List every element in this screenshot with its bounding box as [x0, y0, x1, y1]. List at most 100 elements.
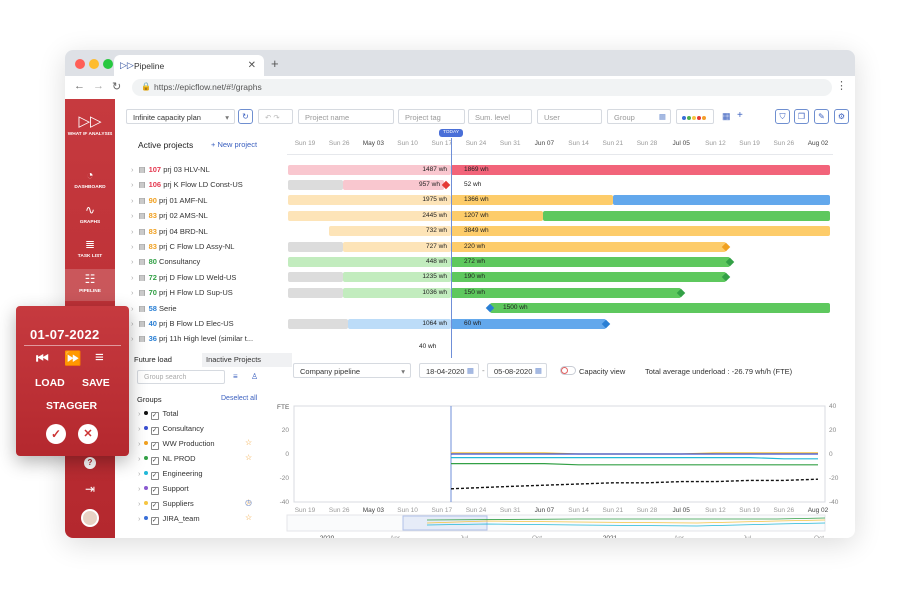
star-icon[interactable]: ☆	[245, 453, 253, 462]
avatar[interactable]	[81, 509, 99, 527]
gantt-bar-future[interactable]	[451, 226, 830, 237]
pipeline-select[interactable]: Company pipeline ▾	[293, 363, 411, 378]
maximize-window-button[interactable]	[103, 59, 113, 69]
new-tab-button[interactable]: +	[271, 56, 279, 71]
gantt-bar-future[interactable]	[451, 195, 613, 206]
add-icon[interactable]: +	[737, 110, 743, 121]
chevron-right-icon[interactable]: ›	[131, 272, 134, 282]
back-icon[interactable]: ←	[74, 80, 85, 92]
chevron-right-icon[interactable]: ›	[138, 454, 141, 463]
cancel-button[interactable]: ✕	[78, 424, 98, 444]
project-row[interactable]: › ▤ 90 prj 01 AMF-NL	[131, 193, 207, 208]
project-row[interactable]: › ▤ 83 prj 04 BRD-NL	[131, 224, 208, 239]
gantt-bar-past[interactable]	[343, 272, 451, 283]
filter-button[interactable]: ⛉	[775, 109, 790, 124]
settings-button[interactable]: ⚙	[834, 109, 849, 124]
logout-icon[interactable]: ⇥	[84, 482, 96, 496]
help-icon[interactable]: ?	[65, 457, 115, 471]
group-row[interactable]: › ✓ NL PROD	[138, 454, 196, 465]
gantt-bar-future[interactable]	[451, 164, 830, 175]
sidebar-item-pipeline[interactable]: ☷ PIPELINE	[65, 269, 115, 301]
fast-forward-icon[interactable]: ⏩	[64, 350, 82, 366]
chevron-right-icon[interactable]: ›	[138, 424, 141, 433]
star-icon[interactable]: ☆	[245, 513, 253, 522]
minimize-window-button[interactable]	[89, 59, 99, 69]
capacity-view-toggle[interactable]	[560, 366, 576, 375]
chevron-right-icon[interactable]: ›	[138, 484, 141, 493]
project-row[interactable]: › ▤ 80 Consultancy	[131, 254, 200, 269]
chevron-right-icon[interactable]: ›	[138, 514, 141, 523]
group-checkbox[interactable]: ✓	[150, 472, 159, 480]
project-row[interactable]: › ▤ 106 prj K Flow LD Const-US	[131, 177, 243, 192]
confirm-button[interactable]: ✓	[46, 424, 66, 444]
copy-button[interactable]: ❐	[794, 109, 809, 124]
gantt-bar-past[interactable]	[329, 226, 451, 237]
chevron-right-icon[interactable]: ›	[138, 409, 141, 418]
chevron-right-icon[interactable]: ›	[138, 469, 141, 478]
stagger-button[interactable]: STAGGER	[46, 400, 98, 412]
calendar-icon[interactable]: ▦	[722, 111, 731, 121]
date-to-input[interactable]: 05-08-2020 ▦	[487, 363, 547, 378]
gantt-bar-future[interactable]	[543, 210, 830, 221]
sort-icon[interactable]: ≡	[233, 372, 238, 381]
group-row[interactable]: › ✓ Consultancy	[138, 424, 204, 435]
chevron-right-icon[interactable]: ›	[131, 334, 134, 344]
tab-inactive-projects[interactable]: Inactive Projects	[202, 353, 292, 367]
chevron-right-icon[interactable]: ›	[131, 211, 134, 221]
save-button[interactable]: SAVE	[82, 377, 110, 389]
user-icon[interactable]: ♙	[251, 372, 259, 381]
project-name-input[interactable]: Project name	[298, 109, 394, 124]
group-row[interactable]: › ✓ Suppliers	[138, 499, 194, 510]
close-icon[interactable]: ✕	[247, 60, 256, 71]
project-row[interactable]: › ▤ 36 prj 11h High level (similar t...	[131, 331, 253, 346]
group-row[interactable]: › ✓ Total	[138, 409, 178, 420]
gantt-bar-future[interactable]	[451, 210, 543, 221]
gantt-bar-past[interactable]	[288, 195, 451, 206]
group-checkbox[interactable]: ✓	[150, 517, 159, 525]
project-row[interactable]: › ▤ 83 prj C Flow LD Assy-NL	[131, 239, 234, 254]
project-tag-input[interactable]: Project tag	[398, 109, 465, 124]
group-row[interactable]: › ✓ JIRA_team	[138, 514, 200, 525]
group-checkbox[interactable]: ✓	[150, 487, 159, 495]
project-row[interactable]: › ▤ 107 prj 03 HLV-NL	[131, 162, 210, 177]
gantt-bar-past[interactable]	[343, 241, 451, 252]
gantt-bar-future[interactable]	[451, 287, 681, 298]
gantt-bar-future[interactable]	[451, 318, 606, 329]
tab-future-load[interactable]: Future load	[130, 353, 200, 367]
chevron-right-icon[interactable]: ›	[131, 180, 134, 190]
gantt-bar-past[interactable]	[348, 318, 451, 329]
group-row[interactable]: › ✓ Engineering	[138, 469, 203, 480]
chevron-right-icon[interactable]: ›	[131, 288, 134, 298]
forward-icon[interactable]: →	[93, 80, 104, 92]
chevron-right-icon[interactable]: ›	[131, 319, 134, 328]
sidebar-item-graphs[interactable]: ∿ GRAPHS	[65, 203, 115, 225]
gantt-bar-future[interactable]	[451, 272, 726, 283]
group-row[interactable]: › ✓ WW Production	[138, 439, 215, 450]
color-filter[interactable]	[676, 109, 714, 124]
project-row[interactable]: › ▤ 58 Serie	[131, 301, 177, 316]
chevron-right-icon[interactable]: ›	[131, 242, 134, 251]
undo-redo-control[interactable]: ↶ ↷	[258, 109, 293, 124]
chevron-right-icon[interactable]: ›	[131, 257, 134, 267]
gantt-bar-future[interactable]	[613, 195, 830, 206]
group-checkbox[interactable]: ✓	[150, 457, 159, 465]
close-window-button[interactable]	[75, 59, 85, 69]
project-row[interactable]: › ▤ 40 prj B Flow LD Elec-US	[131, 316, 234, 331]
date-from-input[interactable]: 18-04-2020 ▦	[419, 363, 479, 378]
menu-icon[interactable]: ≡	[95, 349, 104, 366]
refresh-button[interactable]: ↻	[238, 109, 253, 124]
address-bar[interactable]: 🔒 https://epicflow.net/#!/graphs	[132, 79, 832, 96]
gantt-bar-future[interactable]	[451, 241, 726, 252]
new-project-button[interactable]: + New project	[211, 140, 258, 149]
load-button[interactable]: LOAD	[35, 377, 65, 389]
group-checkbox[interactable]: ✓	[150, 502, 159, 510]
gantt-bar-future[interactable]	[451, 256, 730, 267]
reload-icon[interactable]: ↻	[112, 81, 122, 93]
project-row[interactable]: › ▤ 83 prj 02 AMS-NL	[131, 208, 208, 223]
sum-level-input[interactable]: Sum. level	[468, 109, 532, 124]
star-icon[interactable]: ☆	[245, 438, 253, 447]
gantt-bar-past[interactable]	[343, 287, 451, 298]
group-row[interactable]: › ✓ Support	[138, 484, 189, 495]
menu-icon[interactable]: ⋮	[836, 80, 847, 92]
group-checkbox[interactable]: ✓	[150, 412, 159, 420]
